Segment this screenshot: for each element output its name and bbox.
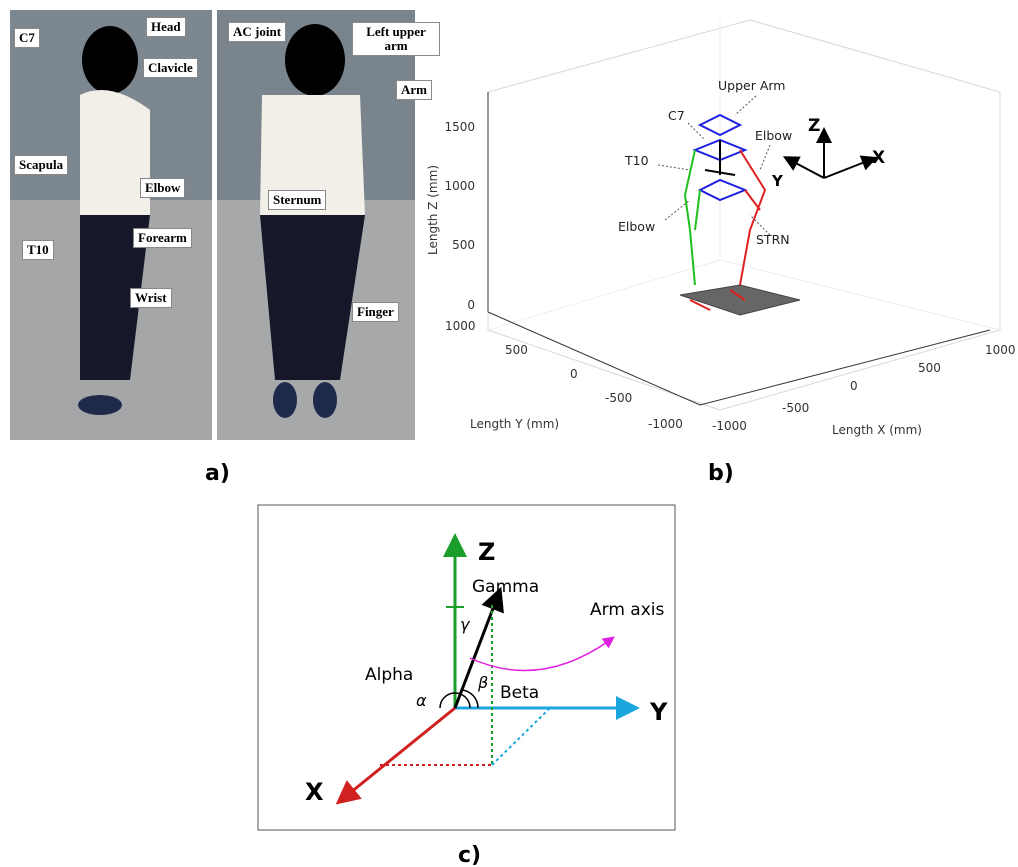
z-axis-label: Length Z (mm) [426,165,440,255]
arm-label: Arm axis [590,600,664,620]
page: {"panel_a": {"label": "a)", "annotations… [0,0,1018,867]
x-axis-label: Length X (mm) [832,423,922,437]
y-tick-label: -1000 [648,417,683,431]
photo-tag: Finger [352,302,399,322]
angle-name: Beta [500,683,539,703]
photo-tag: Wrist [130,288,172,308]
y-tick-label: 500 [505,343,528,357]
axis-name: X [305,778,324,806]
photo-tag: AC joint [228,22,286,42]
y-tick-label: 1000 [445,319,476,333]
photo-tag: C7 [14,28,40,48]
annotation: Elbow [755,128,792,143]
panel-label: a) [205,461,230,486]
panel-label: c) [458,843,481,867]
x-tick-label: 500 [918,361,941,375]
photo-tag: Head [146,17,186,37]
x-tick-label: -1000 [712,419,747,433]
y-tick-label: 0 [570,367,578,381]
symbol: γ [460,615,471,634]
skeleton [680,115,800,315]
symbol: α [416,691,427,710]
axis-name: X [872,148,885,168]
photo-tag: Scapula [14,155,68,175]
angle-name: Gamma [472,577,539,597]
x-tick-label: 1000 [985,343,1016,357]
photo-front [217,10,415,440]
axis-name: Y [649,698,668,726]
annotation: C7 [668,108,685,123]
axis-name: Y [771,172,784,190]
z-tick-label: 1500 [444,120,475,134]
annotation: STRN [756,232,790,247]
photo-tag: Forearm [133,228,192,248]
figure: a) 1500 1000 500 0 1000 500 0 -500 -1000… [0,0,1018,867]
photo-tag: Clavicle [143,58,198,78]
z-tick-label: 1000 [444,179,475,193]
x-tick-label: 0 [850,379,858,393]
axis-name: Z [808,116,820,136]
z-tick-label: 500 [452,238,475,252]
photo-tag: Left upper arm [352,22,440,56]
x-tick-label: -500 [782,401,809,415]
axis-name: Z [478,538,495,566]
annotation: Elbow [618,219,655,234]
z-tick-label: 0 [467,298,475,312]
photo-tag: T10 [22,240,54,260]
panel-label: b) [708,461,734,486]
photo-tag: Elbow [140,178,185,198]
local-axes [790,135,870,178]
annotation: Upper Arm [718,78,785,93]
photo-tag: Arm [396,80,432,100]
photo-tag: Sternum [268,190,326,210]
angle-name: Alpha [365,665,413,685]
y-tick-label: -500 [605,391,632,405]
annotation: T10 [624,153,649,168]
symbol: β [477,673,488,692]
y-axis-label: Length Y (mm) [470,417,559,431]
